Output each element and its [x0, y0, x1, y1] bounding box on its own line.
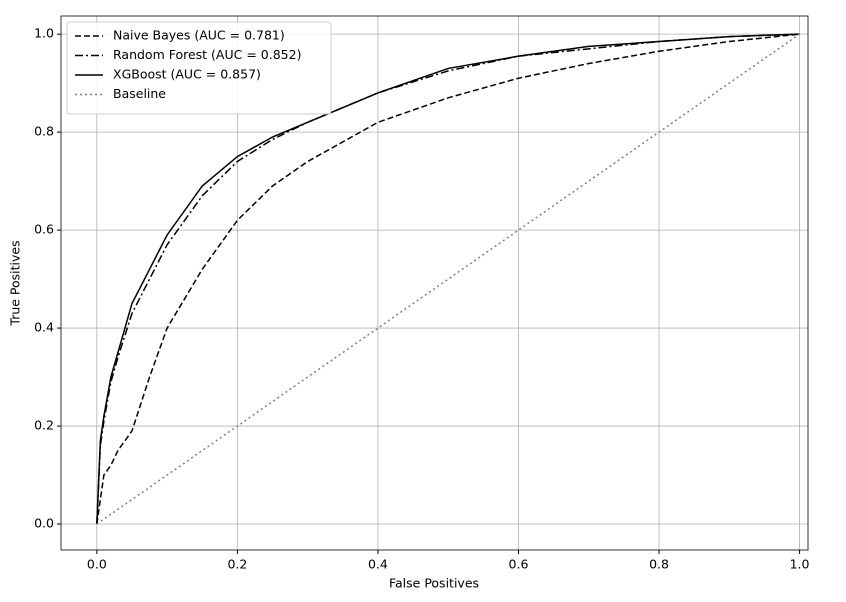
x-tick-label: 0.2	[227, 557, 247, 572]
y-tick-label: 0.0	[34, 516, 54, 531]
legend-label: Random Forest (AUC = 0.852)	[113, 47, 301, 62]
legend-label: Naive Bayes (AUC = 0.781)	[113, 28, 285, 43]
roc-line	[96, 33, 800, 525]
y-tick-label: 0.6	[34, 222, 54, 237]
y-tick-label: 0.2	[34, 418, 54, 433]
legend-label: XGBoost (AUC = 0.857)	[113, 67, 261, 82]
y-axis-label: True Positives	[8, 240, 23, 326]
roc-line	[96, 33, 800, 525]
y-tick-label: 0.4	[34, 320, 54, 335]
x-tick-label: 0.4	[368, 557, 388, 572]
x-tick-label: 0.8	[649, 557, 669, 572]
plot-frame	[60, 15, 809, 551]
y-tick-label: 0.8	[34, 124, 54, 139]
y-tick-label: 1.0	[34, 26, 54, 41]
roc-line	[96, 33, 800, 525]
legend-label: Baseline	[113, 86, 166, 101]
x-tick-label: 0.0	[87, 557, 107, 572]
x-tick-label: 0.6	[509, 557, 529, 572]
x-axis-label: False Positives	[389, 576, 479, 591]
x-tick-label: 1.0	[790, 557, 810, 572]
legend-box	[66, 21, 332, 115]
roc-line	[96, 33, 800, 525]
